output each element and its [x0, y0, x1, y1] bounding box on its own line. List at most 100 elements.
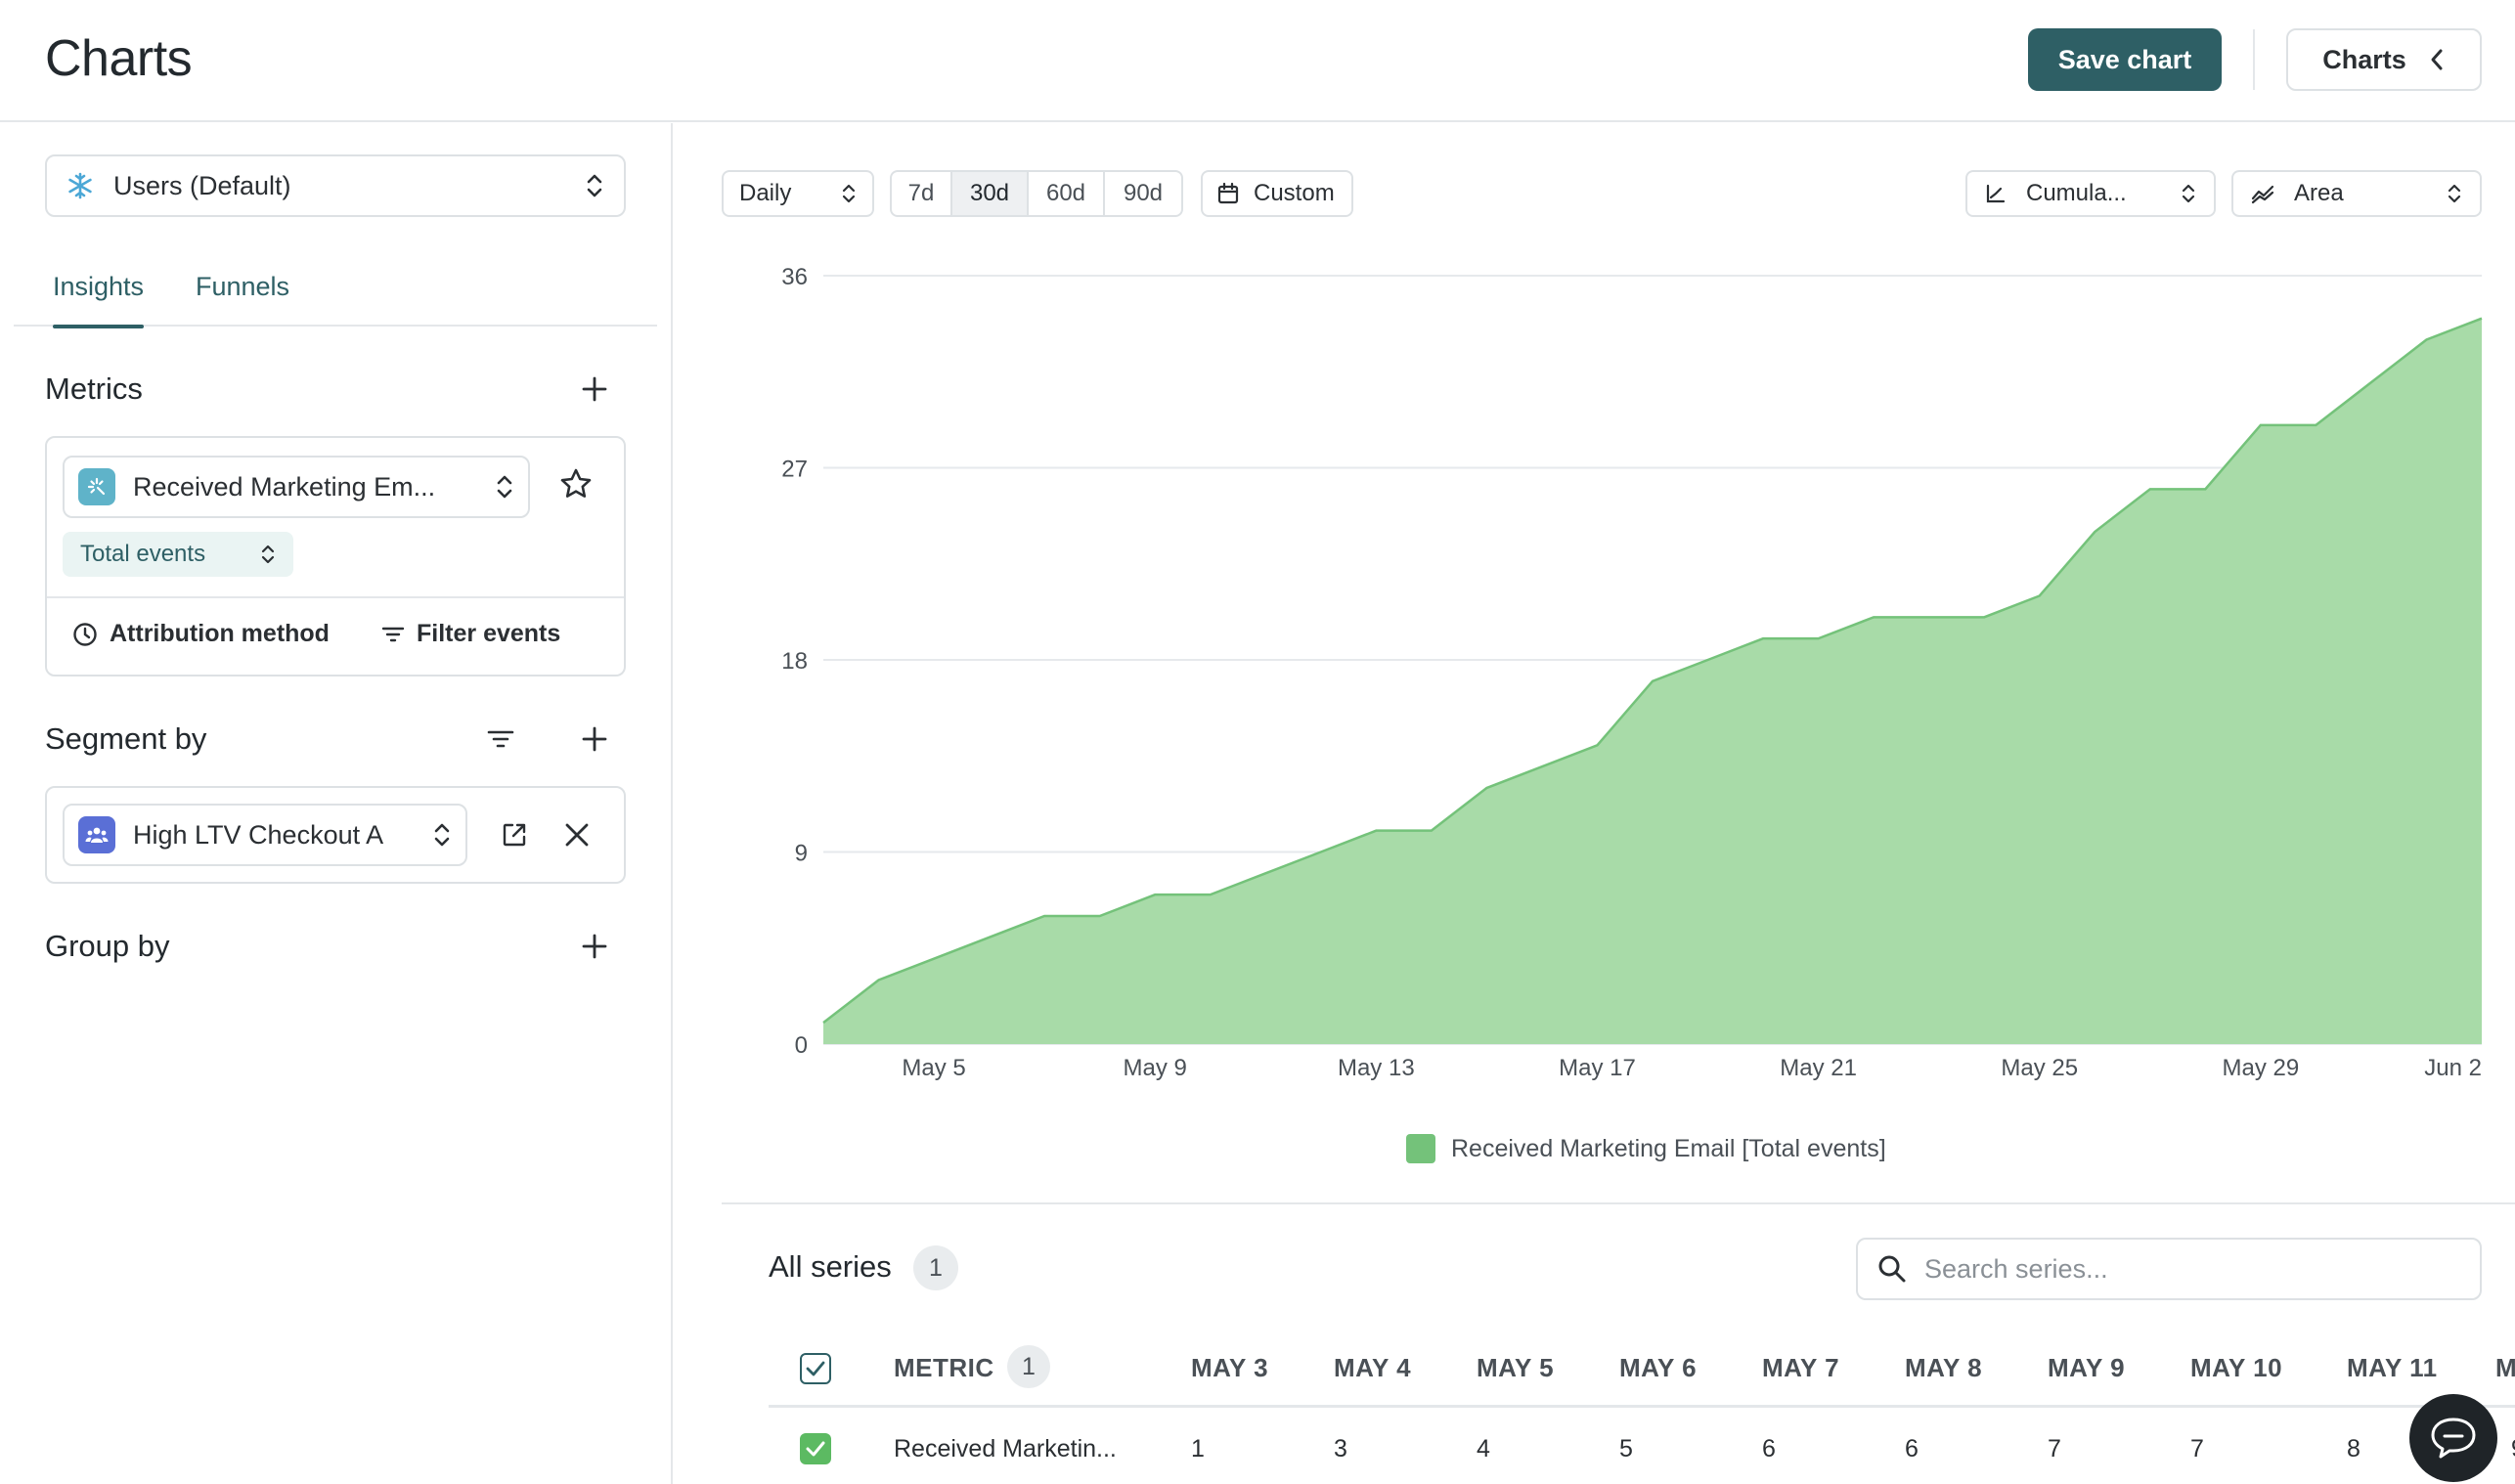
all-series-title: All series [769, 1249, 892, 1284]
x-tick-label: May 9 [1124, 1055, 1187, 1081]
save-chart-button[interactable]: Save chart [2028, 28, 2222, 91]
range-7d-button[interactable]: 7d [892, 172, 952, 215]
table-cell: 3 [1334, 1435, 1347, 1462]
cumulative-chart-icon [1986, 184, 2006, 203]
range-30d-button[interactable]: 30d [952, 172, 1029, 215]
tab-funnels[interactable]: Funnels [196, 272, 290, 301]
x-tick-label: Jun 2 [2424, 1055, 2482, 1081]
table-cell: 9 [2511, 1435, 2515, 1463]
table-cell: 7 [2048, 1435, 2061, 1462]
measure-label: Cumula... [2026, 180, 2127, 206]
row-checkbox[interactable] [800, 1433, 831, 1464]
table-cell: 7 [2190, 1435, 2204, 1462]
series-table-header: METRIC 1 MAY 3 MAY 4 MAY 5 MAY 6 MAY 7 MAY 8 M… [769, 1341, 2515, 1408]
favorite-metric-button[interactable] [559, 467, 593, 505]
table-cell: 6 [1905, 1435, 1919, 1462]
date-column-header[interactable]: MAY 4 [1334, 1353, 1412, 1382]
range-90d-button[interactable]: 90d [1123, 180, 1164, 206]
date-column-header[interactable]: MAY 11 [2347, 1353, 2438, 1382]
table-cell: 1 [1191, 1435, 1205, 1462]
metric-event-select[interactable]: Received Marketing Em... [63, 456, 530, 518]
chart-legend[interactable]: Received Marketing Email [Total events] [1406, 1134, 1886, 1163]
area-chart: 0 9 18 27 36 May 5 May 9 May 13 May 17 May 21 May… [781, 264, 2483, 1081]
y-tick-label: 18 [781, 648, 808, 675]
chevron-updown-icon [434, 823, 450, 847]
card-divider [47, 596, 624, 598]
chevron-updown-icon [261, 545, 275, 564]
select-all-checkbox[interactable] [800, 1353, 831, 1384]
range-60d-button[interactable]: 60d [1029, 172, 1105, 215]
dataset-select[interactable]: Users (Default) [45, 154, 626, 217]
metric-card: Received Marketing Em... Total events At… [45, 436, 626, 677]
y-tick-label: 9 [795, 841, 808, 867]
date-column-header[interactable]: MAY 10 [2190, 1353, 2283, 1382]
chevron-updown-icon [587, 174, 602, 197]
filter-events-label: Filter events [417, 620, 561, 647]
search-series-placeholder: Search series... [1924, 1253, 2108, 1284]
group-by-title: Group by [45, 929, 170, 963]
metric-count-badge: 1 [1007, 1345, 1050, 1388]
page-title: Charts [45, 30, 193, 87]
segment-select[interactable]: High LTV Checkout A [63, 804, 467, 866]
aggregation-label: Total events [80, 541, 206, 567]
row-metric-name: Received Marketin... [894, 1435, 1117, 1462]
plus-icon [582, 934, 607, 959]
date-column-header[interactable]: MAY 7 [1762, 1353, 1840, 1382]
charts-panel-button[interactable]: Charts [2286, 28, 2482, 91]
legend-label: Received Marketing Email [Total events] [1451, 1134, 1886, 1162]
close-icon [565, 823, 589, 847]
add-segment-button[interactable] [575, 720, 614, 759]
table-cell: 6 [1762, 1435, 1776, 1462]
search-icon [1878, 1255, 1906, 1283]
date-column-header[interactable]: MAY 3 [1191, 1353, 1269, 1382]
date-column-header[interactable]: MAY 8 [1905, 1353, 1983, 1382]
star-icon [560, 468, 592, 498]
chat-support-button[interactable] [2409, 1394, 2497, 1482]
filter-events-button[interactable]: Filter events [381, 620, 560, 648]
y-tick-label: 0 [795, 1032, 808, 1059]
interval-select[interactable]: Daily [722, 170, 874, 217]
custom-range-label: Custom [1254, 180, 1335, 206]
segment-select-label: High LTV Checkout A [133, 819, 384, 850]
sidebar: Users (Default) Insights Funnels Metrics… [0, 123, 673, 1484]
filter-icon [487, 730, 514, 748]
metric-column-header[interactable]: METRIC [894, 1353, 994, 1382]
charts-button-label: Charts [2322, 44, 2406, 74]
dataset-select-label: Users (Default) [113, 170, 291, 200]
event-icon [78, 468, 115, 505]
metrics-title: Metrics [45, 371, 143, 406]
chart-type-select[interactable]: Area [2231, 170, 2482, 217]
y-tick-label: 36 [781, 264, 808, 290]
table-cell: 8 [2347, 1435, 2361, 1462]
chevron-left-icon [2431, 49, 2443, 70]
series-line [822, 317, 2483, 1025]
chevron-updown-icon [842, 184, 856, 203]
measure-select[interactable]: Cumula... [1965, 170, 2216, 217]
x-tick-label: May 5 [902, 1055, 965, 1081]
external-link-icon [503, 823, 526, 847]
cohort-icon [78, 816, 115, 853]
tab-insights[interactable]: Insights [53, 272, 145, 328]
plus-icon [582, 376, 607, 402]
check-icon [806, 1441, 825, 1457]
add-group-button[interactable] [575, 927, 614, 966]
add-metric-button[interactable] [575, 370, 614, 409]
attribution-method-button[interactable]: Attribution method [72, 620, 330, 648]
segment-filter-button[interactable] [481, 720, 520, 759]
custom-range-button[interactable]: Custom [1201, 170, 1353, 217]
segment-by-title: Segment by [45, 721, 207, 756]
date-column-header[interactable]: M [2495, 1353, 2515, 1382]
search-series-input[interactable]: Search series... [1856, 1238, 2482, 1300]
remove-segment-button[interactable] [557, 815, 596, 854]
open-segment-button[interactable] [495, 815, 534, 854]
sidebar-tabs: Insights Funnels [14, 272, 657, 328]
interval-label: Daily [739, 180, 792, 206]
date-column-header[interactable]: MAY 6 [1619, 1353, 1698, 1382]
aggregation-select[interactable]: Total events [63, 532, 293, 577]
chevron-updown-icon [497, 475, 512, 499]
table-cell: 4 [1477, 1435, 1490, 1462]
date-column-header[interactable]: MAY 9 [2048, 1353, 2126, 1382]
date-column-header[interactable]: MAY 5 [1477, 1353, 1555, 1382]
snowflake-icon [68, 172, 92, 199]
attribution-method-label: Attribution method [110, 620, 330, 647]
